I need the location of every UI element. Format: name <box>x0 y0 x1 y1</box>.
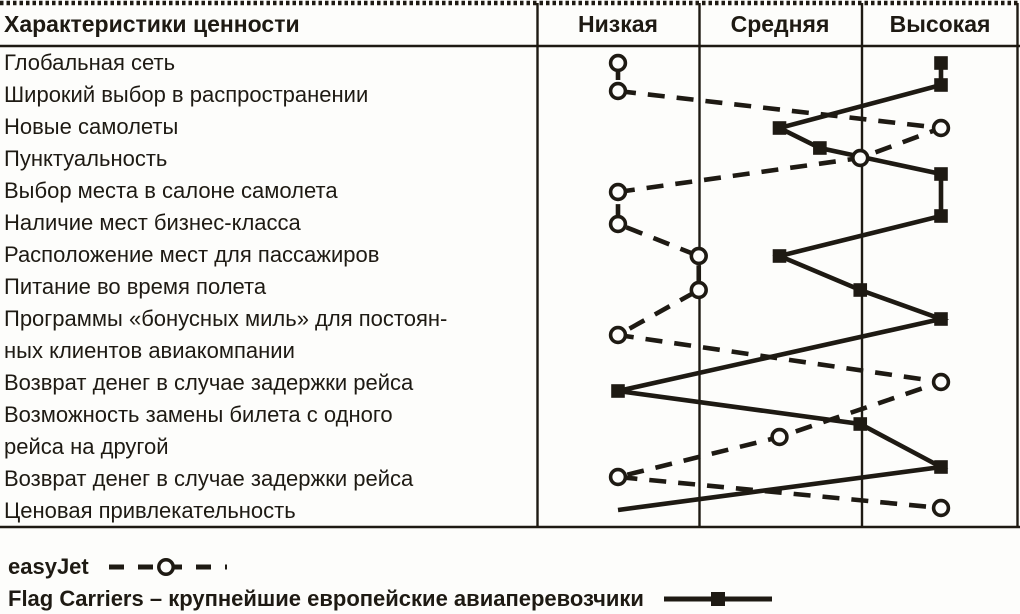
easyjet-marker <box>931 498 951 518</box>
easyjet-marker <box>851 148 870 168</box>
column-header-high: Высокая <box>889 11 991 37</box>
easyjet-marker <box>689 246 708 266</box>
flag-carriers-line <box>617 63 950 513</box>
easyjet-marker <box>608 81 628 101</box>
easyjet-marker <box>770 427 789 447</box>
easyjet-marker <box>608 53 628 73</box>
row-label: Программы «бонусных миль» для постоян-ны… <box>4 306 448 363</box>
easyjet-marker <box>608 182 628 202</box>
easyjet-line-sample-icon <box>108 558 227 576</box>
row-label: Широкий выбор в распространении <box>4 82 369 107</box>
flag-carriers-marker <box>934 167 948 181</box>
row-label: Возврат денег в случае задержки рейса <box>4 466 414 491</box>
legend-flag-carriers: Flag Carriers – крупнейшие европейские а… <box>8 584 774 614</box>
column-header-low: Низкая <box>578 11 658 37</box>
flag-carriers-marker <box>772 249 787 263</box>
easyjet-marker <box>608 325 628 345</box>
easyjet-marker <box>608 467 628 487</box>
row-label: Пунктуальность <box>4 146 168 171</box>
row-label: Ценовая привлекательность <box>4 498 296 523</box>
row-label: Выбор места в салоне самолета <box>4 178 338 203</box>
flag-carriers-marker <box>934 312 948 326</box>
row-label: Возврат денег в случае задержки рейса <box>4 370 414 395</box>
legend-easyjet: easyJet <box>8 552 229 582</box>
row-label: Расположение мест для пассажиров <box>4 242 380 267</box>
row-label: Наличие мест бизнес-класса <box>4 210 301 235</box>
row-label: Питание во время полета <box>4 274 267 299</box>
row-labels: Глобальная сеть Широкий выбор в распростр… <box>4 47 536 527</box>
easyjet-line <box>610 63 942 511</box>
easyjet-marker <box>608 214 628 234</box>
easyjet-marker <box>931 118 951 138</box>
column-header-medium: Средняя <box>730 11 830 37</box>
flag-carriers-line-sample-icon <box>663 592 772 606</box>
easyjet-marker <box>689 280 708 300</box>
flag-carriers-marker <box>853 283 868 297</box>
row-label: Возможность замены билета с одного рейса … <box>4 402 393 459</box>
flag-carriers-marker <box>934 56 948 70</box>
easyjet-marker <box>931 372 951 392</box>
flag-carriers-marker <box>934 78 948 92</box>
flag-carriers-marker <box>934 209 948 223</box>
flag-carriers-marker <box>611 384 625 398</box>
flag-carriers-marker <box>853 417 868 431</box>
flag-carriers-marker <box>813 141 827 155</box>
row-label: Глобальная сеть <box>4 50 176 75</box>
legend-easyjet-label: easyJet <box>8 554 89 579</box>
flag-carriers-marker <box>772 121 787 135</box>
characteristics-header: Характеристики ценности <box>4 11 300 37</box>
legend-flag-carriers-label: Flag Carriers – крупнейшие европейские а… <box>8 586 644 611</box>
row-label: Новые самолеты <box>4 114 179 139</box>
flag-carriers-marker <box>934 460 948 474</box>
